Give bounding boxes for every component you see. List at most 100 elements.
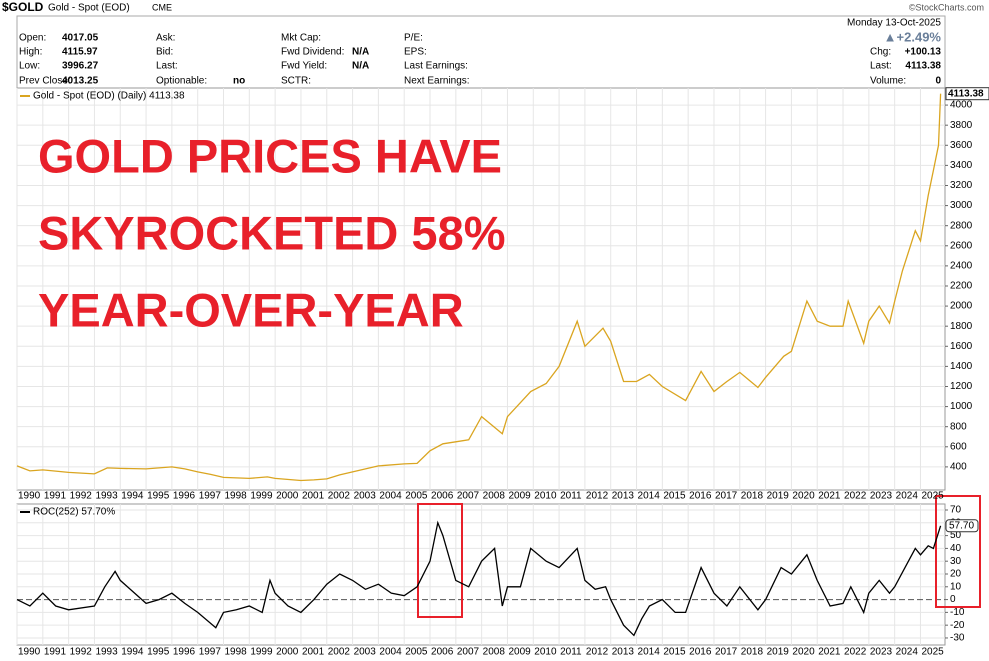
y-tick-label: 50 xyxy=(950,530,962,541)
x-tick-label: 2012 xyxy=(586,647,609,658)
x-tick-label: 2015 xyxy=(663,491,686,502)
x-tick-label: 2009 xyxy=(508,491,531,502)
x-tick-label: 2020 xyxy=(792,647,815,658)
y-tick-label: 2400 xyxy=(950,261,973,272)
y-tick-label: 1400 xyxy=(950,361,973,372)
y-tick-label: 3800 xyxy=(950,120,973,131)
y-tick-label: 30 xyxy=(950,556,962,567)
symbol-name: Gold - Spot (EOD) xyxy=(48,3,130,14)
x-tick-label: 2016 xyxy=(689,491,712,502)
field-label: High: xyxy=(19,47,42,58)
annotation: SKYROCKETED 58% xyxy=(38,206,506,259)
x-tick-label: 1999 xyxy=(250,647,273,658)
x-tick-label: 2024 xyxy=(896,491,919,502)
x-tick-label: 1996 xyxy=(173,491,196,502)
x-tick-label: 1995 xyxy=(147,647,170,658)
last-value: 4113.38 xyxy=(948,88,984,99)
symbol: $GOLD xyxy=(2,0,44,14)
x-tick-label: 1998 xyxy=(225,491,248,502)
y-tick-label: 3400 xyxy=(950,160,973,171)
x-tick-label: 1990 xyxy=(18,647,41,658)
y-tick-label: -30 xyxy=(950,633,965,644)
x-tick-label: 2022 xyxy=(844,491,867,502)
field-label: Fwd Dividend: xyxy=(281,47,344,58)
x-tick-label: 2023 xyxy=(870,647,893,658)
legend-label: ROC(252) 57.70% xyxy=(33,507,115,518)
field-label: Chg: xyxy=(870,47,891,58)
x-tick-label: 2000 xyxy=(276,491,299,502)
exchange: CME xyxy=(152,2,172,12)
roc-panel xyxy=(16,503,946,646)
x-tick-label: 2023 xyxy=(870,491,893,502)
x-tick-label: 2014 xyxy=(638,647,661,658)
x-tick-label: 2020 xyxy=(792,491,815,502)
x-tick-label: 2007 xyxy=(457,491,480,502)
field-value: 4115.97 xyxy=(62,47,98,58)
annotation: YEAR-OVER-YEAR xyxy=(38,283,464,336)
x-tick-label: 1993 xyxy=(95,491,118,502)
x-tick-label: 1994 xyxy=(121,647,144,658)
x-tick-label: 2021 xyxy=(818,491,841,502)
x-tick-label: 2002 xyxy=(328,491,351,502)
field-label: Last: xyxy=(156,61,178,72)
y-tick-label: 1800 xyxy=(950,321,973,332)
x-tick-label: 2003 xyxy=(354,491,377,502)
x-tick-label: 2009 xyxy=(508,647,531,658)
highlight-box xyxy=(935,495,981,608)
y-tick-label: 2800 xyxy=(950,220,973,231)
y-tick-label: -20 xyxy=(950,620,965,631)
x-tick-label: 2017 xyxy=(715,491,738,502)
x-tick-label: 2004 xyxy=(379,647,402,658)
credit: ©StockCharts.com xyxy=(909,2,984,12)
x-tick-label: 2019 xyxy=(767,647,790,658)
y-tick-label: 1600 xyxy=(950,341,973,352)
x-tick-label: 2022 xyxy=(844,647,867,658)
field-label: Open: xyxy=(19,33,46,44)
y-tick-label: 70 xyxy=(950,505,962,516)
field-label: SCTR: xyxy=(281,76,311,87)
x-tick-label: 2014 xyxy=(638,491,661,502)
highlight-box xyxy=(417,503,463,618)
x-tick-label: 1993 xyxy=(95,647,118,658)
field-label: P/E: xyxy=(404,33,423,44)
x-tick-label: 2006 xyxy=(431,491,454,502)
field-label: Optionable: xyxy=(156,76,207,87)
x-tick-label: 2011 xyxy=(560,491,582,502)
x-tick-label: 2001 xyxy=(302,647,325,658)
y-tick-label: 3000 xyxy=(950,200,973,211)
x-tick-label: 1992 xyxy=(70,491,93,502)
x-tick-label: 1991 xyxy=(44,647,67,658)
field-label: Low: xyxy=(19,61,40,72)
x-tick-label: 2003 xyxy=(354,647,377,658)
y-tick-label: 40 xyxy=(950,543,962,554)
field-label: Bid: xyxy=(156,47,173,58)
x-tick-label: 2010 xyxy=(534,647,557,658)
x-tick-label: 2013 xyxy=(612,491,635,502)
y-tick-label: 3200 xyxy=(950,180,973,191)
y-tick-label: 1200 xyxy=(950,381,973,392)
x-tick-label: 1997 xyxy=(199,647,222,658)
y-tick-label: 10 xyxy=(950,581,962,592)
field-value: N/A xyxy=(352,61,369,72)
annotation: GOLD PRICES HAVE xyxy=(38,129,502,182)
line-series xyxy=(16,93,942,482)
x-tick-label: 2002 xyxy=(328,647,351,658)
x-tick-label: 2004 xyxy=(379,491,402,502)
field-label: Mkt Cap: xyxy=(281,33,321,44)
x-tick-label: 1996 xyxy=(173,647,196,658)
y-tick-label: 4000 xyxy=(950,100,973,111)
last-value: 57.70 xyxy=(949,520,974,531)
x-tick-label: 2000 xyxy=(276,647,299,658)
field-label: Prev Close: xyxy=(19,76,71,87)
x-tick-label: 2005 xyxy=(405,491,428,502)
field-value: 4013.25 xyxy=(62,76,99,87)
x-tick-label: 2007 xyxy=(457,647,480,658)
y-tick-label: 0 xyxy=(950,594,956,605)
x-tick-label: 2025 xyxy=(921,491,944,502)
x-tick-label: 2015 xyxy=(663,647,686,658)
x-tick-label: 2008 xyxy=(483,491,506,502)
x-tick-label: 1994 xyxy=(121,491,144,502)
x-tick-label: 1992 xyxy=(70,647,93,658)
y-tick-label: 800 xyxy=(950,421,967,432)
